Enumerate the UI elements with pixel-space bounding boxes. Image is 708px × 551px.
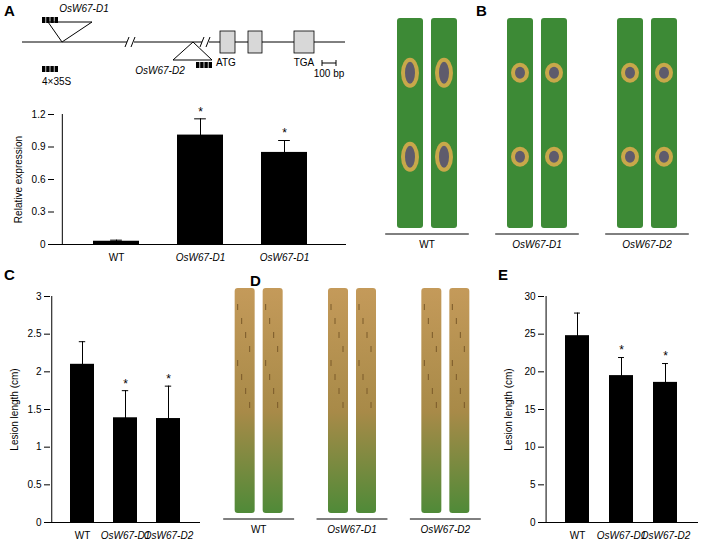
svg-text:Lesion length (cm): Lesion length (cm) — [9, 368, 20, 450]
svg-text:20: 20 — [524, 366, 536, 377]
svg-text:WT: WT — [419, 239, 435, 250]
svg-text:WT: WT — [251, 524, 267, 535]
svg-text:OsW67-D2: OsW67-D2 — [622, 239, 672, 250]
svg-text:0.6: 0.6 — [32, 174, 46, 185]
svg-text:*: * — [619, 343, 624, 357]
svg-text:Relative expression: Relative expression — [13, 136, 24, 223]
svg-text:TGA: TGA — [294, 57, 315, 68]
svg-text:OsW67-D1: OsW67-D1 — [597, 530, 646, 541]
svg-text:0.9: 0.9 — [32, 141, 46, 152]
svg-text:0: 0 — [40, 239, 46, 250]
html-text:D: D — [250, 272, 261, 289]
svg-text:*: * — [663, 349, 668, 363]
svg-text:OsW67-D1: OsW67-D1 — [59, 3, 108, 14]
svg-text:0.5: 0.5 — [28, 479, 42, 490]
html-text:B: B — [476, 2, 487, 19]
svg-text:2: 2 — [36, 366, 42, 377]
svg-text:15: 15 — [524, 404, 536, 415]
html-text:C: C — [4, 266, 15, 283]
html-text:E: E — [498, 266, 508, 283]
svg-text:5: 5 — [530, 479, 536, 490]
svg-text:1.2: 1.2 — [32, 109, 46, 120]
svg-text:30: 30 — [524, 291, 536, 302]
svg-text:OsW67-D1: OsW67-D1 — [100, 529, 151, 541]
svg-text:Lesion length (cm): Lesion length (cm) — [503, 368, 514, 450]
svg-text:OsW67-D2: OsW67-D2 — [421, 524, 471, 535]
html-text:A: A — [4, 2, 15, 19]
svg-text:OsW67-D2: OsW67-D2 — [135, 65, 185, 76]
svg-text:OsW67-D2: OsW67-D2 — [641, 530, 691, 541]
svg-text:OsW67-D1: OsW67-D1 — [176, 252, 225, 263]
svg-text:*: * — [198, 105, 203, 119]
svg-text:WT: WT — [75, 530, 91, 541]
svg-text:WT: WT — [570, 530, 586, 541]
svg-text:OsW67-D2: OsW67-D2 — [144, 530, 194, 541]
svg-text:0: 0 — [36, 517, 42, 528]
svg-text:ATG: ATG — [216, 57, 236, 68]
svg-text:100 bp: 100 bp — [314, 68, 345, 79]
svg-text:OsW67-D1: OsW67-D1 — [260, 252, 309, 263]
svg-text:*: * — [282, 126, 287, 140]
svg-text:25: 25 — [524, 328, 536, 339]
svg-text:1.5: 1.5 — [28, 404, 42, 415]
svg-text:*: * — [123, 377, 128, 391]
svg-text:4×35S: 4×35S — [42, 76, 72, 87]
svg-text:OsW67-D1: OsW67-D1 — [327, 524, 376, 535]
svg-text:*: * — [166, 372, 171, 386]
svg-text:0: 0 — [530, 517, 536, 528]
svg-text:0.3: 0.3 — [32, 206, 46, 217]
svg-text:1: 1 — [36, 441, 42, 452]
svg-text:10: 10 — [524, 441, 536, 452]
svg-text:OsW67-D1: OsW67-D1 — [512, 239, 561, 250]
svg-text:2.5: 2.5 — [28, 328, 42, 339]
svg-text:3: 3 — [36, 291, 42, 302]
svg-text:WT: WT — [109, 252, 125, 263]
